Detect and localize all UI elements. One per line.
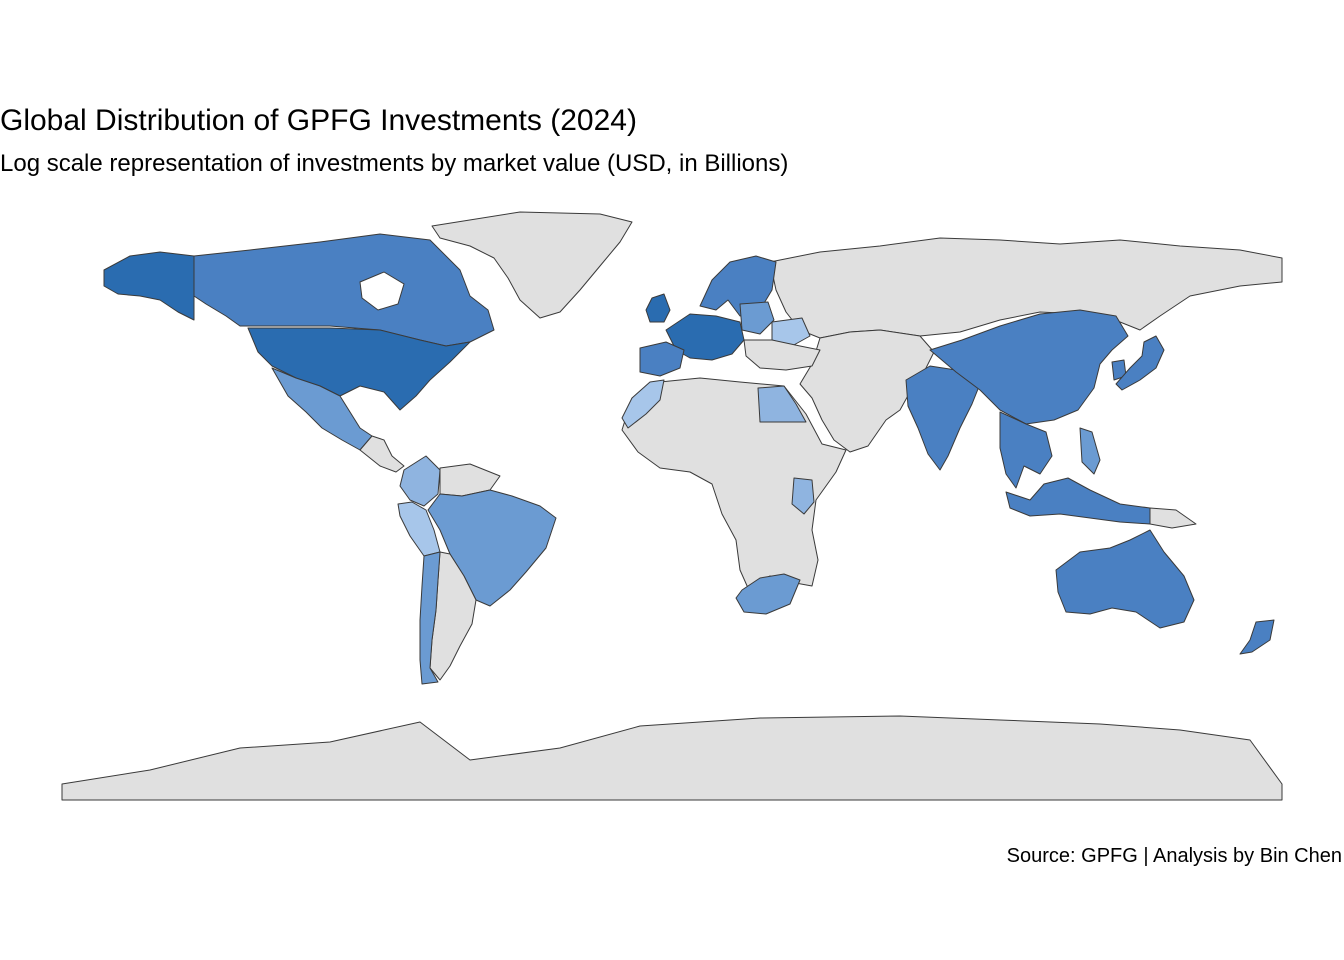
region-central-america <box>359 435 405 473</box>
region-greenland <box>431 211 633 319</box>
region-china <box>929 309 1129 425</box>
region-ukraine <box>771 317 811 347</box>
region-united-kingdom <box>645 293 671 323</box>
region-philippines <box>1079 427 1101 475</box>
region-south-africa <box>735 573 801 615</box>
region-india <box>905 365 981 471</box>
region-indonesia <box>1005 477 1151 525</box>
region-alaska <box>103 251 195 321</box>
region-southeast-europe <box>743 339 821 371</box>
region-brazil <box>427 489 557 607</box>
region-australia <box>1055 529 1195 629</box>
region-scandinavia <box>699 255 777 317</box>
region-japan <box>1115 335 1165 391</box>
chart-caption: Source: GPFG | Analysis by Bin Chen <box>1006 845 1342 867</box>
region-spain <box>639 341 685 377</box>
region-kenya <box>791 477 815 515</box>
chart-subtitle: Log scale representation of investments … <box>0 150 789 177</box>
region-egypt <box>757 385 807 423</box>
region-morocco <box>621 379 665 429</box>
region-southeast-asia <box>999 411 1053 489</box>
chart-title: Global Distribution of GPFG Investments … <box>0 104 637 137</box>
region-papua-new-guinea <box>1149 507 1197 529</box>
region-chile <box>419 551 441 685</box>
region-new-zealand <box>1239 619 1275 655</box>
region-poland <box>739 301 775 335</box>
region-middle-east <box>799 329 935 453</box>
region-antarctica <box>61 715 1283 801</box>
region-colombia <box>399 455 441 507</box>
